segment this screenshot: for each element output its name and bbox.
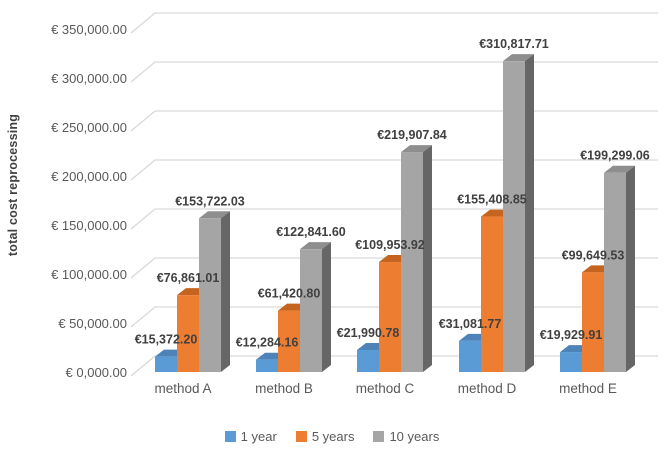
legend-item-1-year: 1 year xyxy=(224,429,277,444)
bar-method-C-1-year xyxy=(357,350,379,372)
chart-plot-area: € 350,000.00 € 300,000.00 € 250,000.00 € 20… xyxy=(51,12,658,396)
bar-method-B-10-years-side xyxy=(322,242,331,372)
bar-method-D-10-years-top xyxy=(503,54,534,62)
bar-method-A-1-year xyxy=(155,356,177,372)
y-axis-title: total cost reprocessing xyxy=(6,113,20,257)
gridline xyxy=(130,110,658,132)
data-label: €219,907.84 xyxy=(377,128,447,142)
y-tick-label: € 350,000.00 xyxy=(51,22,127,37)
legend: 1 year 5 years 10 years xyxy=(0,429,664,444)
legend-label-1-year: 1 year xyxy=(240,429,277,444)
x-category-label: method D xyxy=(458,381,517,396)
y-tick-label: € 100,000.00 xyxy=(51,267,127,282)
bar-method-C-10-years-top xyxy=(401,145,432,153)
y-tick-label: € 200,000.00 xyxy=(51,169,127,184)
legend-swatch-5-years-icon xyxy=(295,431,307,442)
bar-method-C-10-years xyxy=(401,152,423,372)
bar-method-D-1-year xyxy=(459,340,481,372)
bar-method-B-5-years xyxy=(278,310,300,372)
y-tick-label: € 250,000.00 xyxy=(51,120,127,135)
data-label: €155,408.85 xyxy=(457,193,527,207)
y-tick-label: € 50,000.00 xyxy=(58,316,127,331)
x-category-label: method A xyxy=(154,381,211,396)
bar-method-A-5-years xyxy=(177,295,199,372)
data-label: €19,929.91 xyxy=(540,328,603,342)
bar-method-E-1-year xyxy=(560,352,582,372)
legend-swatch-1-year-icon xyxy=(224,431,236,442)
legend-label-10-years: 10 years xyxy=(389,429,440,444)
y-tick-label: € 150,000.00 xyxy=(51,218,127,233)
data-label: €109,953.92 xyxy=(355,238,425,252)
bar-method-C-5-years xyxy=(379,262,401,372)
x-category-label: method C xyxy=(356,381,415,396)
bar-method-E-5-years xyxy=(582,272,604,372)
data-label: €199,299.06 xyxy=(580,149,650,163)
data-label: €61,420.80 xyxy=(258,287,321,301)
data-label: €153,722.03 xyxy=(175,194,245,208)
bar-method-D-10-years-side xyxy=(525,54,534,373)
x-category-label: method B xyxy=(255,381,313,396)
gridline xyxy=(130,61,658,83)
bar-method-D-5-years xyxy=(481,216,503,372)
gridline xyxy=(130,208,658,230)
legend-swatch-10-years-icon xyxy=(373,431,385,442)
bar-method-B-1-year xyxy=(256,359,278,372)
bar-method-A-10-years-top xyxy=(199,211,230,219)
bar-method-A-10-years xyxy=(199,218,221,372)
legend-item-5-years: 5 years xyxy=(295,429,355,444)
data-label: €15,372.20 xyxy=(135,333,198,347)
bar-method-C-10-years-side xyxy=(423,145,432,372)
bar-method-E-10-years-side xyxy=(626,165,635,372)
data-label: €122,841.60 xyxy=(276,225,346,239)
bar-method-B-10-years xyxy=(300,249,322,372)
gridline xyxy=(130,12,658,34)
gridline xyxy=(130,159,658,181)
bar-method-B-10-years-top xyxy=(300,242,331,250)
legend-label-5-years: 5 years xyxy=(311,429,355,444)
data-label: €310,817.71 xyxy=(479,37,549,51)
data-label: €99,649.53 xyxy=(562,248,625,262)
x-category-label: method E xyxy=(559,381,617,396)
data-label: €12,284.16 xyxy=(236,336,299,350)
y-tick-label: € 0,000.00 xyxy=(66,365,127,380)
data-label: €21,990.78 xyxy=(337,326,400,340)
data-label: €76,861.01 xyxy=(157,271,220,285)
bar-method-D-10-years xyxy=(503,61,525,373)
bar-method-E-10-years-top xyxy=(604,165,635,173)
y-tick-label: € 300,000.00 xyxy=(51,71,127,86)
legend-item-10-years: 10 years xyxy=(373,429,439,444)
bar-method-A-10-years-side xyxy=(221,211,230,372)
bar-method-E-10-years xyxy=(604,172,626,372)
data-label: €31,081.77 xyxy=(439,317,502,331)
